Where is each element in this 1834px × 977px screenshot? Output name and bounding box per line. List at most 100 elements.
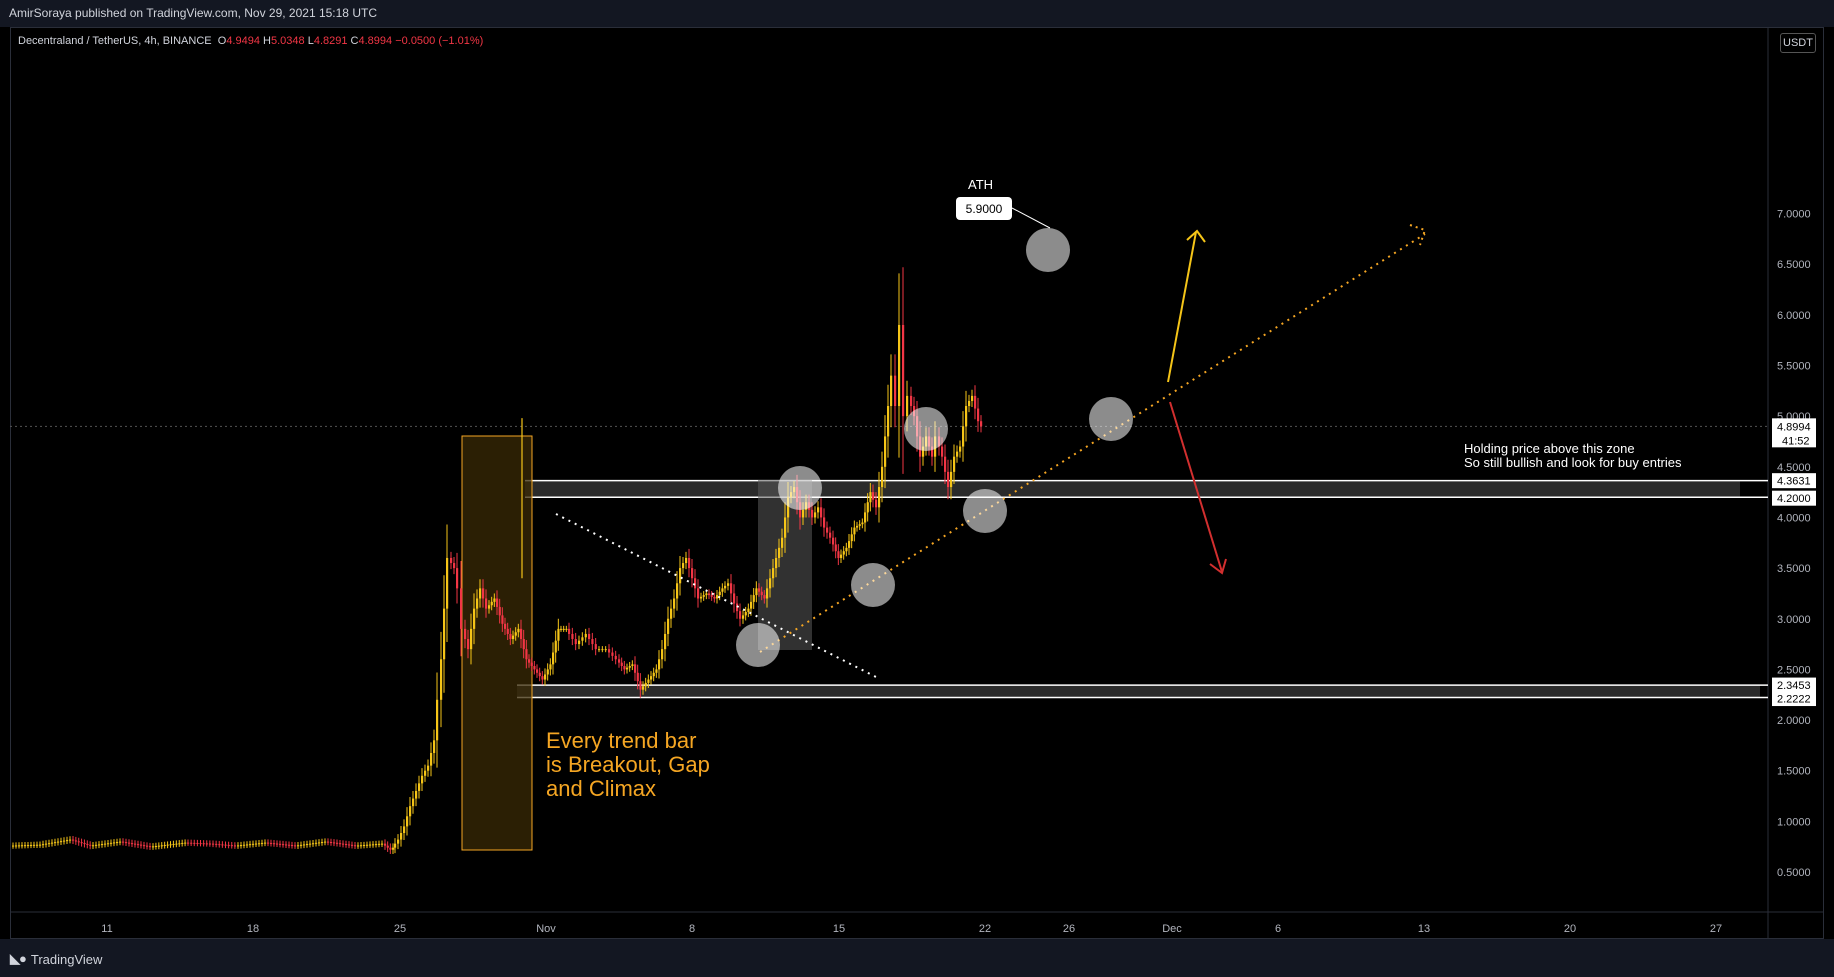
candle-body — [227, 844, 230, 846]
ath-value: 5.9000 — [966, 202, 1003, 216]
candle-body — [389, 847, 392, 850]
candle-body — [143, 845, 146, 847]
candle-body — [131, 843, 134, 845]
tradingview-logo[interactable]: ◣● TradingView — [10, 951, 102, 967]
close-value: 4.8994 — [358, 35, 393, 47]
candle-body — [258, 843, 261, 845]
candle-body — [369, 844, 372, 846]
candle-body — [24, 845, 27, 847]
candle-body — [496, 598, 499, 607]
candle-body — [255, 843, 258, 845]
candle-body — [218, 844, 221, 846]
candle-body — [766, 588, 769, 599]
candle-body — [614, 655, 617, 660]
time-tick-label: 6 — [1275, 923, 1281, 935]
price-tick-label: 0.5000 — [1777, 867, 1811, 879]
price-axis[interactable]: 7.00006.50006.00005.50005.00004.50004.00… — [1777, 209, 1811, 879]
candle-body — [498, 606, 501, 616]
candle-body — [394, 843, 397, 848]
candle-body — [424, 770, 427, 776]
candle-body — [760, 591, 763, 596]
zone2-lower-badge — [1772, 691, 1816, 707]
candle-body — [639, 681, 642, 690]
candle-body — [443, 608, 446, 660]
candle-body — [528, 659, 531, 663]
candle-body — [866, 502, 869, 513]
candle-body — [772, 568, 775, 579]
zone2-lower-value: 2.2222 — [1777, 694, 1811, 706]
candle-body — [858, 524, 861, 526]
zone2-upper-badge — [1772, 677, 1816, 693]
candle-body — [872, 492, 875, 500]
candle-body — [470, 628, 473, 650]
candle-body — [571, 633, 574, 640]
candle-body — [446, 557, 449, 609]
candle-body — [642, 686, 645, 690]
candle-body — [464, 628, 467, 640]
candle-body — [297, 845, 300, 847]
candle-body — [212, 843, 215, 845]
candle-body — [832, 537, 835, 545]
candle-body — [700, 596, 703, 599]
candle-body — [512, 635, 515, 640]
candle-body — [202, 843, 205, 845]
candle-body — [215, 843, 218, 845]
candle-body — [604, 649, 607, 651]
candle-body — [636, 672, 639, 682]
marker-circle — [963, 489, 1007, 533]
candle-body — [980, 421, 983, 427]
candle-body — [51, 842, 54, 844]
candle-body — [450, 557, 453, 564]
price-tick-label: 4.0000 — [1777, 512, 1811, 524]
candle-body — [598, 649, 601, 651]
candle-body — [276, 843, 279, 845]
candle-body — [784, 517, 787, 538]
candle-body — [560, 628, 563, 630]
candle-body — [193, 842, 196, 844]
candle-body — [752, 595, 755, 602]
current-price-badge — [1772, 418, 1816, 448]
time-tick-label: 18 — [247, 923, 259, 935]
candle-body — [778, 547, 781, 558]
candle-body — [72, 839, 75, 841]
candle-body — [57, 841, 60, 843]
candle-body — [944, 456, 947, 472]
candle-body — [166, 844, 169, 846]
candle-body — [544, 674, 547, 680]
candle-body — [890, 375, 893, 407]
candle-body — [436, 699, 439, 741]
candle-body — [366, 844, 369, 846]
candle-body — [460, 588, 463, 629]
price-tick-label: 1.0000 — [1777, 816, 1811, 828]
candle-body — [922, 446, 925, 457]
candle-body — [856, 525, 859, 528]
candle-body — [781, 537, 784, 548]
candle-body — [676, 583, 679, 599]
candle-body — [152, 846, 155, 848]
candle-body — [727, 583, 730, 586]
candle-body — [273, 843, 276, 845]
candle-body — [467, 639, 470, 650]
bullish-arrow — [1167, 231, 1197, 383]
candle-body — [601, 649, 604, 651]
candle-body — [811, 509, 814, 518]
candle-body — [392, 847, 395, 850]
candle-body — [288, 844, 291, 846]
candle-body — [104, 843, 107, 845]
candle-body — [658, 659, 661, 670]
candle-body — [670, 608, 673, 619]
candle-body — [611, 652, 614, 656]
axis-price-labels: 4.8994 41:52 4.3631 4.2000 2.3453 2.2222 — [1772, 418, 1816, 707]
candle-body — [628, 666, 631, 668]
time-axis[interactable]: 11 18 25 Nov 8 15 22 26 Dec 6 13 20 27 — [101, 923, 1722, 935]
candle-body — [348, 844, 351, 846]
candle-body — [199, 843, 202, 845]
candle-body — [279, 843, 282, 845]
candle-body — [440, 659, 443, 700]
candle-body — [673, 598, 676, 609]
currency-button[interactable]: USDT — [1780, 33, 1816, 53]
high-label: H — [263, 35, 271, 47]
candle-body — [878, 487, 881, 508]
candle-body — [747, 608, 750, 612]
